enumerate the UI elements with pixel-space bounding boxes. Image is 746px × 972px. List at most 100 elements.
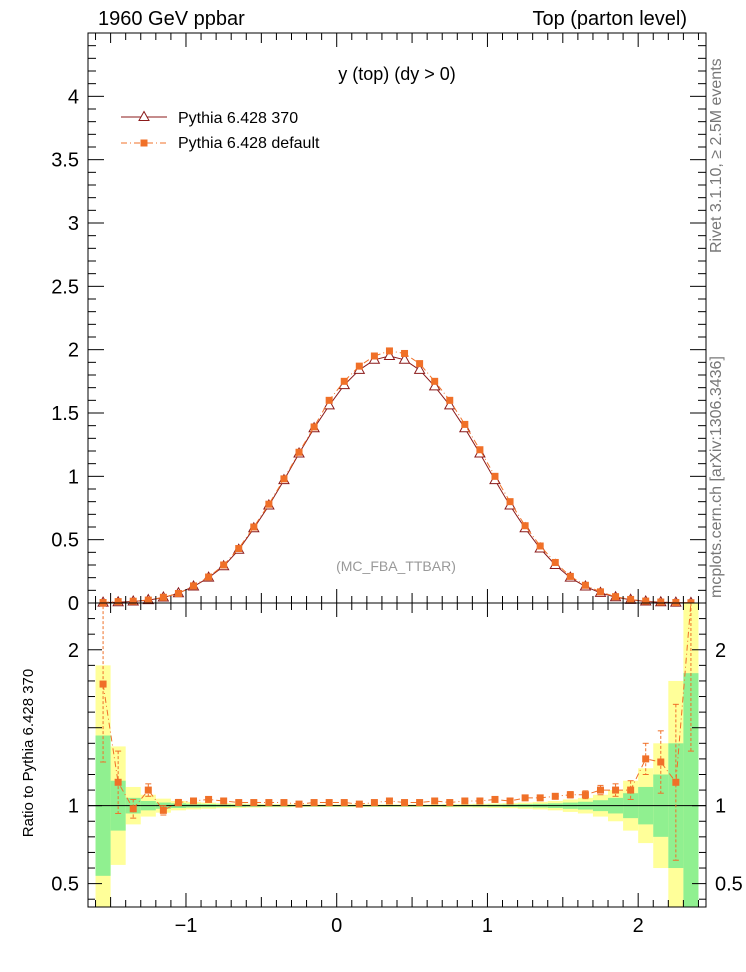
series-point-pythia-default <box>642 597 650 605</box>
legend-label-pythia-370: Pythia 6.428 370 <box>178 110 298 127</box>
series-point-pythia-default <box>129 597 137 605</box>
ratio-point-default <box>416 799 424 807</box>
series-point-pythia-default <box>144 596 152 604</box>
ratio-point-default <box>627 786 635 794</box>
series-point-pythia-default <box>370 352 378 360</box>
series-point-pythia-default <box>401 349 409 357</box>
ratio-point-default <box>250 799 258 807</box>
series-point-pythia-default <box>536 542 544 550</box>
chart-title: y (top) (dy > 0) <box>338 64 456 84</box>
series-point-pythia-default <box>627 595 635 603</box>
ratio-point-default <box>129 805 137 813</box>
ratio-x-tick-label: 2 <box>633 915 644 937</box>
ratio-line-default <box>102 602 692 811</box>
ratio-point-default <box>220 797 228 805</box>
ratio-point-default <box>159 806 167 814</box>
series-point-pythia-default <box>521 522 529 530</box>
ratio-y-tick-label-right: 1 <box>715 796 726 818</box>
main-y-tick-label: 2.5 <box>51 276 79 298</box>
ratio-point-default <box>551 792 559 800</box>
ratio-point-default <box>340 799 348 807</box>
series-point-pythia-370 <box>413 363 426 374</box>
series-point-pythia-default <box>265 500 273 508</box>
ratio-point-default <box>566 791 574 799</box>
series-point-pythia-default <box>672 598 680 606</box>
series-point-pythia-default <box>325 396 333 404</box>
ratio-point-default <box>491 795 499 803</box>
ratio-x-tick-label: 1 <box>482 915 493 937</box>
ratio-point-default <box>355 800 363 808</box>
series-point-pythia-default <box>385 347 393 355</box>
ratio-panel: −1 0 1 2 0.5 0.5 1 1 2 2 Ratio to Pythia 6.428 370 <box>20 602 743 937</box>
series-point-pythia-default <box>190 582 198 590</box>
series-point-pythia-370 <box>398 353 411 364</box>
ratio-point-default <box>144 786 152 794</box>
main-y-tick-label: 4 <box>68 86 79 108</box>
ratio-point-default <box>596 786 604 794</box>
main-y-tick-label: 0.5 <box>51 530 79 552</box>
ratio-point-default <box>235 799 243 807</box>
ratio-point-default <box>310 799 318 807</box>
series-line-pythia-370 <box>103 355 691 604</box>
ratio-point-default <box>295 800 303 808</box>
main-y-tick-label: 2 <box>68 340 79 362</box>
ratio-point-default <box>521 794 529 802</box>
series-point-pythia-default <box>657 598 665 606</box>
ratio-point-default <box>446 799 454 807</box>
legend-marker-pythia-370 <box>138 110 150 121</box>
series-point-pythia-default <box>491 472 499 480</box>
ratio-point-default <box>325 799 333 807</box>
ratio-point-default <box>401 799 409 807</box>
series-point-pythia-default <box>174 590 182 597</box>
ratio-point-default <box>476 797 484 805</box>
ratio-point-default <box>431 797 439 805</box>
legend: Pythia 6.428 370 Pythia 6.428 default <box>121 110 320 152</box>
series-point-pythia-default <box>250 523 258 531</box>
series-point-pythia-default <box>280 475 288 483</box>
ratio-y-tick-label: 1 <box>68 796 79 818</box>
ratio-point-default <box>370 799 378 807</box>
series-point-pythia-default <box>159 593 167 601</box>
analysis-watermark: (MC_FBA_TTBAR) <box>336 558 456 574</box>
series-point-pythia-default <box>596 588 604 596</box>
ratio-point-default <box>265 799 273 807</box>
ratio-point-default <box>506 797 514 805</box>
ratio-point-default <box>581 791 589 799</box>
ratio-point-default <box>642 755 650 763</box>
main-y-tick-label: 1.5 <box>51 403 79 425</box>
ratio-point-default <box>536 794 544 802</box>
series-point-pythia-default <box>476 446 484 454</box>
ratio-y-tick-label: 0.5 <box>51 874 79 896</box>
ratio-band-green <box>683 673 699 907</box>
series-point-pythia-default <box>612 593 620 601</box>
series-point-pythia-default <box>235 545 243 553</box>
main-y-tick-label: 3 <box>68 213 79 235</box>
ratio-y-tick-label-right: 0.5 <box>715 874 743 896</box>
series-point-pythia-default <box>295 448 303 456</box>
main-y-tick-label: 0 <box>68 593 79 615</box>
series-point-pythia-default <box>506 498 514 506</box>
series-point-pythia-370 <box>428 379 441 391</box>
series-point-pythia-default <box>446 396 454 404</box>
ratio-point-default <box>174 799 182 807</box>
series-point-pythia-default <box>340 377 348 385</box>
header-process-label: Top (parton level) <box>532 8 687 30</box>
ratio-point-default <box>114 778 122 786</box>
ratio-point-default <box>99 680 107 688</box>
legend-label-pythia-default: Pythia 6.428 default <box>178 135 320 152</box>
main-y-tick-label: 1 <box>68 466 79 488</box>
series-point-pythia-default <box>461 420 469 428</box>
ratio-y-tick-label: 2 <box>68 640 79 662</box>
legend-marker-pythia-default <box>140 139 148 147</box>
ratio-point-default <box>612 786 620 794</box>
series-point-pythia-default <box>114 598 122 606</box>
ratio-y-axis-label: Ratio to Pythia 6.428 370 <box>20 669 37 837</box>
ratio-point-default <box>280 799 288 807</box>
ratio-point-default <box>672 778 680 786</box>
ratio-y-tick-label-right: 2 <box>715 640 726 662</box>
series-point-pythia-default <box>431 377 439 385</box>
ratio-point-default <box>385 797 393 805</box>
header-energy-label: 1960 GeV ppbar <box>98 8 245 30</box>
series-point-pythia-default <box>355 362 363 370</box>
